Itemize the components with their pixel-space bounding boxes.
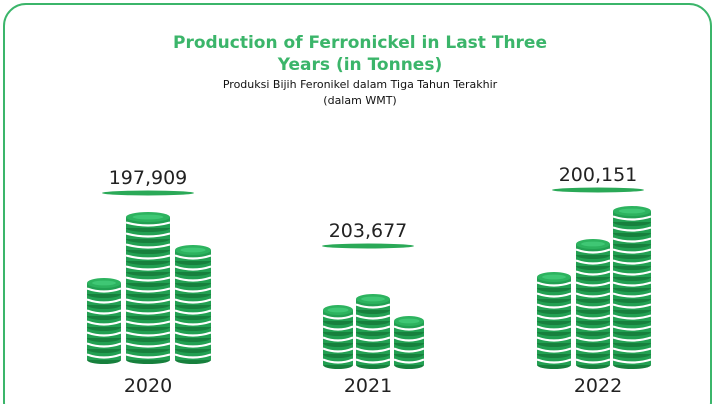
subtitle-line: (dalam WMT) <box>323 94 396 107</box>
value-label: 200,151 <box>559 164 638 186</box>
title-line: Production of Ferronickel in Last Three <box>173 33 547 53</box>
value-label: 203,677 <box>329 220 408 242</box>
coin-top-inner <box>133 215 164 220</box>
subtitle-line: Produksi Bijih Feronikel dalam Tiga Tahu… <box>223 78 498 91</box>
year-label: 2020 <box>124 375 172 397</box>
year-label: 2021 <box>344 375 392 397</box>
coin-top-inner <box>361 297 385 302</box>
coin-top-inner <box>92 281 116 286</box>
coin-top-inner <box>180 248 205 253</box>
coin-top-inner <box>542 275 566 280</box>
value-underline <box>322 244 414 249</box>
coin-top-inner <box>328 308 349 313</box>
value-underline <box>552 188 644 193</box>
coin-top-inner <box>581 242 605 247</box>
value-label: 197,909 <box>109 167 188 189</box>
title-line: Years (in Tonnes) <box>277 55 442 75</box>
coin-top-inner <box>399 319 420 324</box>
coin-top-inner <box>619 209 646 214</box>
value-underline <box>102 191 194 196</box>
year-label: 2022 <box>574 375 622 397</box>
infographic: Production of Ferronickel in Last Three … <box>0 0 715 404</box>
